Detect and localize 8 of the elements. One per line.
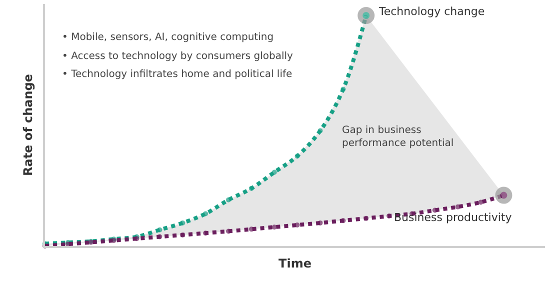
x-axis-title: Time <box>278 256 312 270</box>
annotation: Gap in business performance potential <box>342 125 454 149</box>
y-axis-title: Rate of change <box>20 74 35 176</box>
series-label: Business productivity <box>394 211 512 224</box>
annotation: • Technology infiltrates home and political life <box>62 69 292 80</box>
series-label: Technology change <box>378 5 485 18</box>
annotation: • Access to technology by consumers globally <box>62 51 294 62</box>
annotation: • Mobile, sensors, AI, cognitive computing <box>62 32 274 43</box>
